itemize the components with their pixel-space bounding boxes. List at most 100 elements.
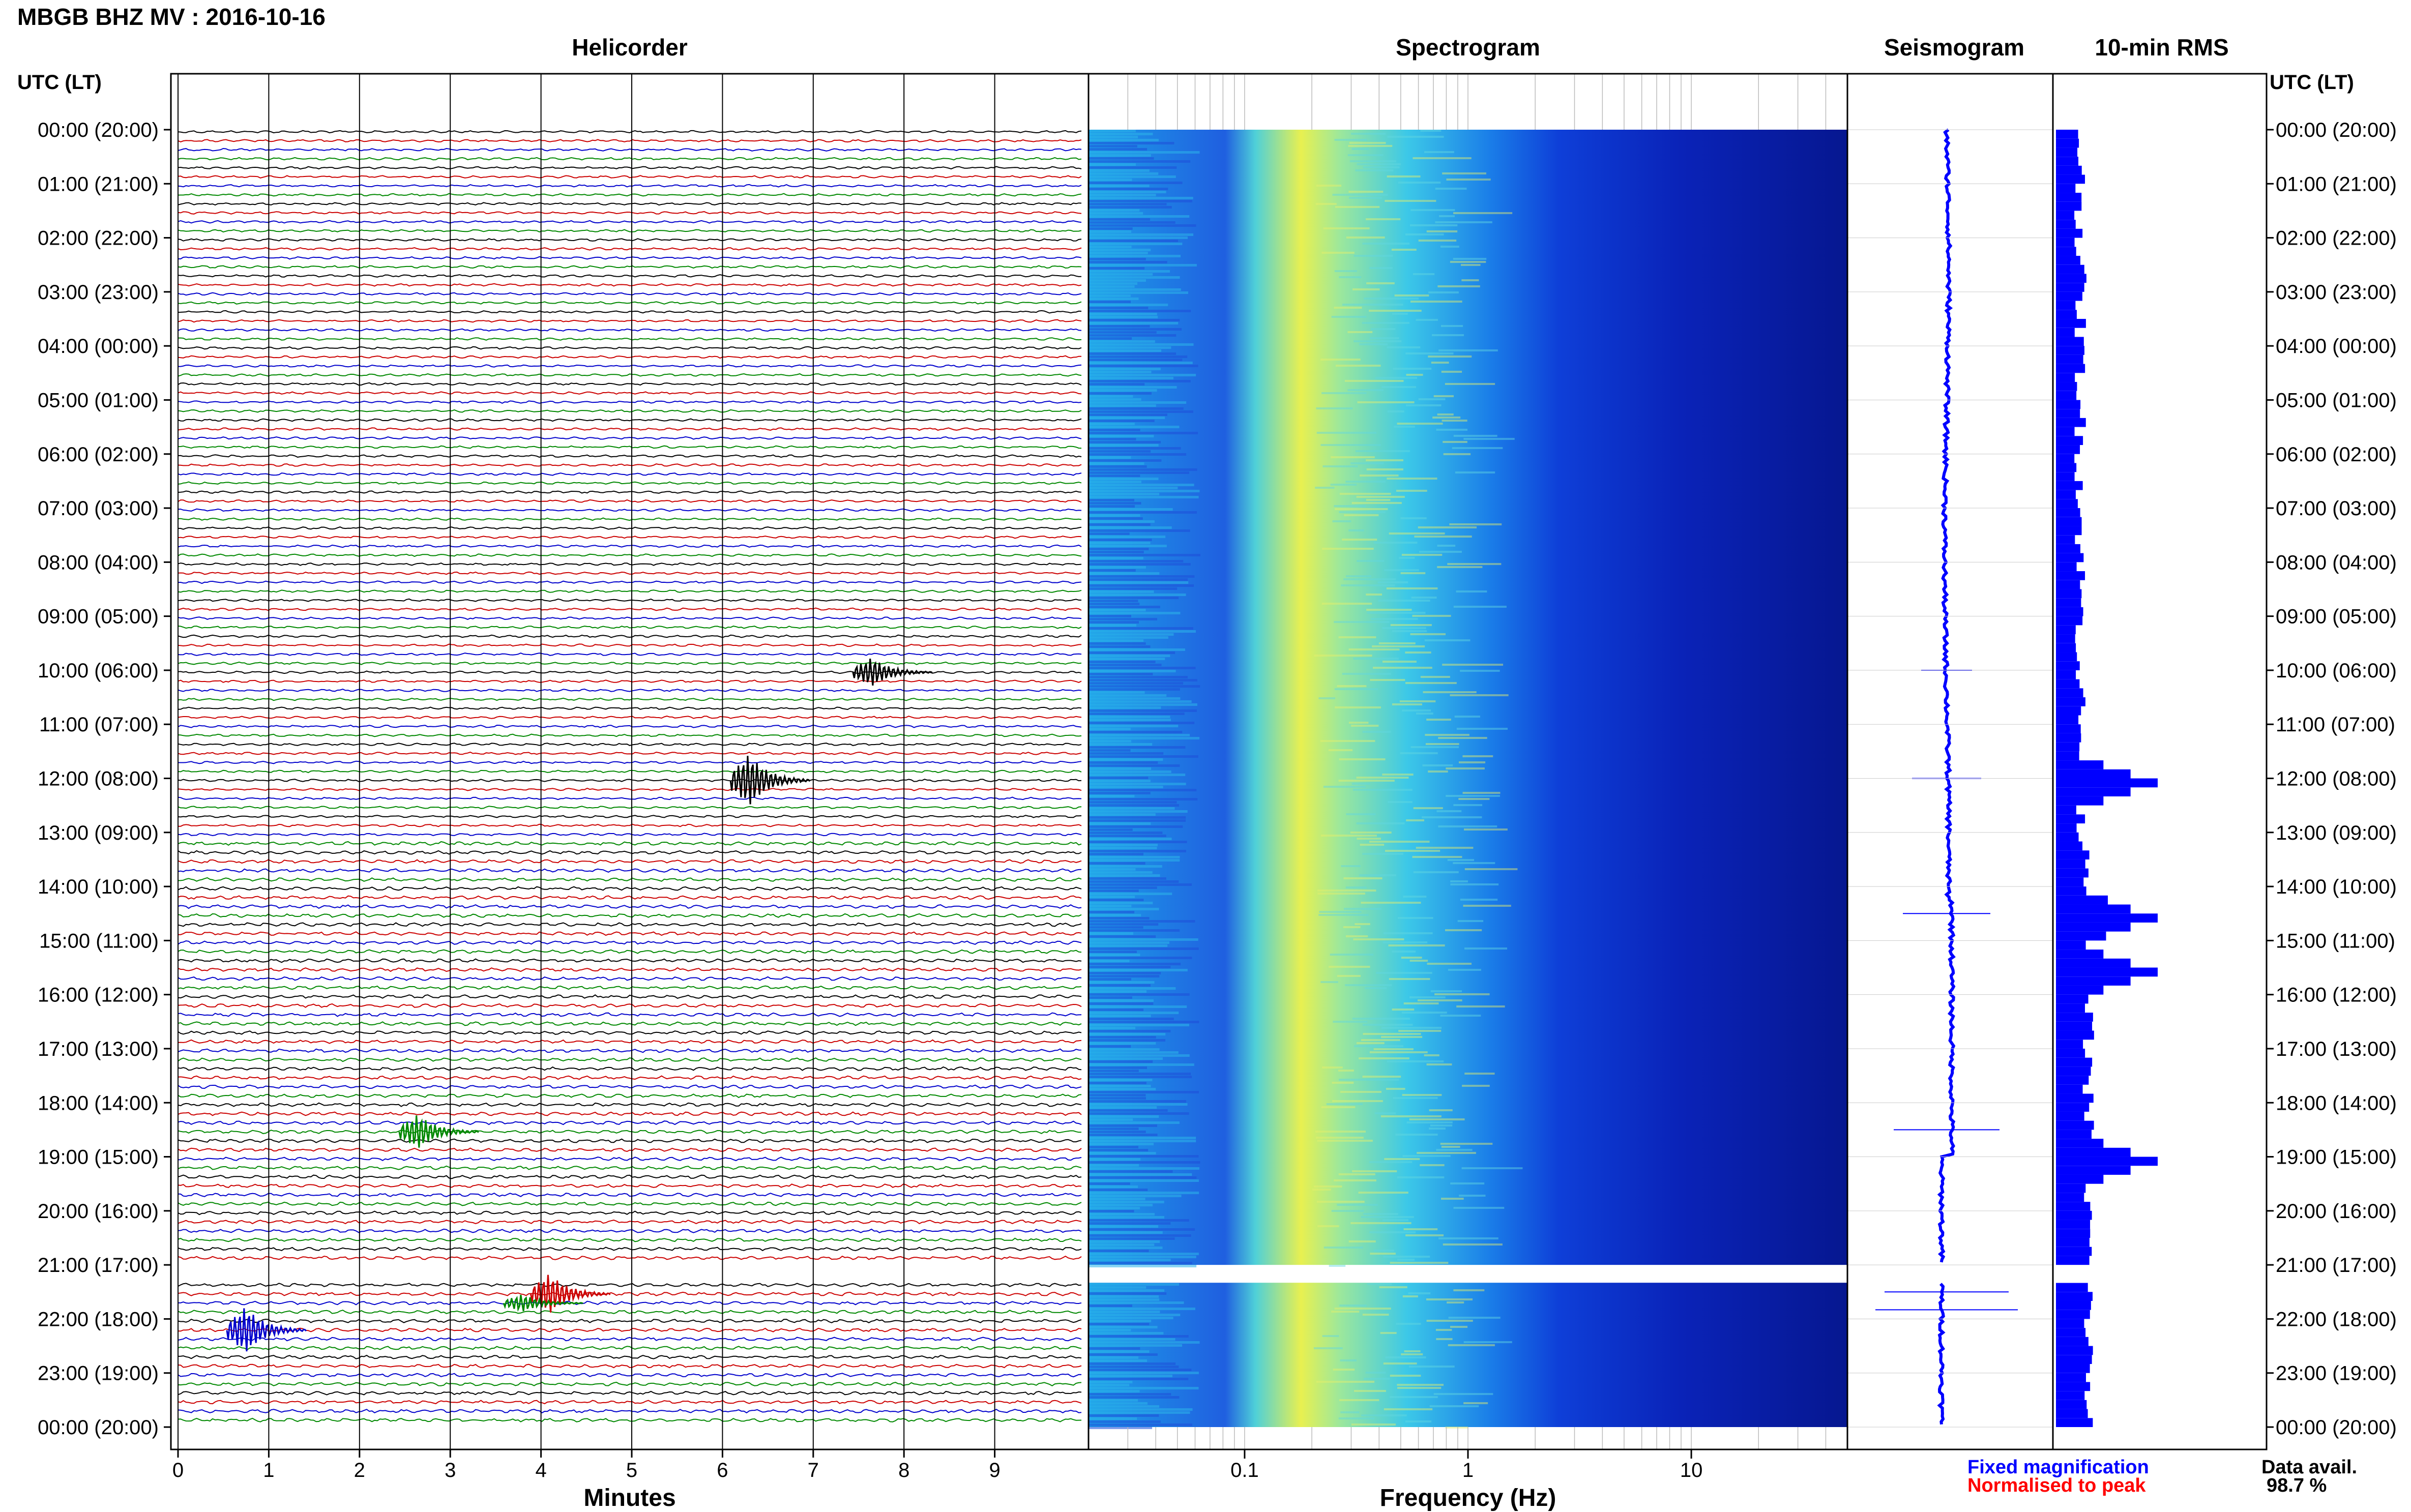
spectrogram-texture	[1089, 1356, 1139, 1359]
rms-bar	[2056, 1300, 2091, 1310]
spectrogram-texture	[1440, 1015, 1481, 1017]
spectrogram-texture	[1316, 432, 1377, 434]
spectrogram-texture	[1089, 471, 1189, 474]
spectrogram-texture	[1317, 1201, 1365, 1203]
spectrogram-texture	[1089, 578, 1188, 581]
spectrogram-texture	[1089, 374, 1196, 376]
spectrogram-texture	[1333, 1369, 1355, 1371]
rms-bar	[2056, 1013, 2093, 1022]
spectrogram-texture	[1392, 1009, 1415, 1011]
spectrogram-texture	[1362, 322, 1409, 324]
spectrogram-texture	[1089, 594, 1186, 596]
spectrogram-texture	[1365, 218, 1401, 220]
rms-bar	[2056, 193, 2082, 202]
rms-bar	[2056, 1103, 2090, 1112]
rms-bar	[2056, 328, 2075, 337]
spectrogram-texture	[1089, 462, 1144, 465]
spectrogram-texture	[1089, 804, 1180, 807]
time-tick-label-left: 17:00 (13:00)	[38, 1038, 159, 1060]
helicorder-trace	[178, 743, 1082, 746]
spectrogram-texture	[1089, 600, 1138, 602]
spectrogram-texture	[1089, 853, 1144, 855]
spectrogram-texture	[1443, 453, 1471, 455]
spectrogram-texture	[1089, 941, 1169, 944]
spectrogram-texture	[1089, 1048, 1160, 1051]
spectrogram-texture	[1412, 856, 1462, 858]
rms-bar	[2056, 228, 2083, 238]
spectrogram-texture	[1350, 1222, 1412, 1224]
spectrogram-texture	[1459, 670, 1500, 672]
spectrogram-texture	[1089, 154, 1151, 157]
spectrogram-texture	[1089, 136, 1138, 138]
spectrogram-texture	[1089, 459, 1162, 462]
spectrogram-texture	[1316, 185, 1342, 187]
spectrogram-texture	[1089, 1009, 1144, 1011]
helicorder-trace	[178, 147, 1082, 152]
spectrogram-texture	[1089, 651, 1175, 654]
spectrogram-texture	[1089, 1140, 1196, 1142]
rms-bar	[2056, 1093, 2094, 1103]
spectrogram-texture	[1089, 1396, 1180, 1399]
time-tick-label-right: 02:00 (22:00)	[2276, 227, 2397, 250]
spectrogram-texture	[1404, 1350, 1421, 1352]
spectrogram-texture	[1464, 868, 1518, 870]
spectrogram-texture	[1089, 1213, 1155, 1215]
spectrogram-texture	[1089, 703, 1197, 706]
minute-tick-label: 2	[354, 1459, 365, 1481]
helicorder-trace	[178, 1354, 1082, 1359]
spectrogram-texture	[1089, 215, 1190, 218]
spectrogram-texture	[1402, 1155, 1451, 1157]
spectrogram-texture	[1089, 877, 1166, 880]
helicorder-trace	[178, 1201, 1082, 1206]
spectrogram-texture	[1422, 816, 1482, 818]
helicorder-trace	[178, 1327, 1082, 1332]
spectrogram-texture	[1089, 737, 1200, 739]
rms-bar	[2056, 913, 2158, 923]
spectrogram-texture	[1089, 1054, 1190, 1057]
helicorder-trace	[178, 517, 1082, 521]
spectrogram-texture	[1405, 1234, 1444, 1236]
spectrogram-texture	[1337, 975, 1361, 977]
spectrogram-texture	[1378, 642, 1416, 644]
frequency-axis-label: Frequency (Hz)	[1379, 1485, 1556, 1511]
rms-bar	[2056, 688, 2083, 698]
spectrogram-texture	[1089, 1176, 1197, 1179]
helicorder-trace	[178, 1165, 1082, 1170]
helicorder-trace	[178, 634, 1082, 638]
spectrogram-texture	[1089, 1079, 1153, 1081]
spectrogram-texture	[1089, 404, 1156, 407]
rms-bar	[2056, 354, 2083, 364]
helicorder-trace	[178, 544, 1082, 548]
spectrogram-texture	[1089, 581, 1189, 584]
spectrogram-texture	[1089, 288, 1181, 291]
spectrogram-texture	[1332, 1082, 1354, 1084]
spectrogram-texture	[1089, 417, 1165, 419]
spectrogram-texture	[1334, 621, 1390, 623]
spectrogram-texture	[1424, 639, 1471, 641]
spectrogram-texture	[1089, 947, 1199, 950]
spectrogram-texture	[1387, 410, 1404, 412]
spectrogram-texture	[1089, 1063, 1194, 1066]
spectrogram-texture	[1352, 1018, 1410, 1020]
minute-tick-label: 5	[626, 1459, 637, 1481]
rms-bar	[2056, 391, 2077, 400]
spectrogram-texture	[1089, 706, 1161, 709]
spectrogram-texture	[1089, 1164, 1139, 1167]
rms-bar	[2056, 409, 2080, 418]
spectrogram-texture	[1089, 890, 1139, 892]
spectrogram-texture	[1089, 545, 1167, 547]
rms-bar	[2056, 625, 2076, 635]
helicorder-trace	[178, 1174, 1082, 1179]
helicorder-trace	[178, 1300, 1082, 1306]
helicorder-trace	[178, 643, 1082, 647]
rms-bar	[2056, 778, 2158, 788]
spectrogram-texture	[1089, 935, 1156, 938]
helicorder-trace	[178, 454, 1082, 458]
helicorder-trace	[178, 481, 1082, 485]
spectrogram-texture	[1388, 801, 1413, 803]
spectrogram-texture	[1443, 1243, 1503, 1246]
spectrogram-texture	[1384, 1158, 1420, 1160]
spectrogram-texture	[1089, 188, 1168, 190]
helicorder-trace	[178, 1283, 1082, 1287]
spectrogram-texture	[1089, 1411, 1190, 1414]
